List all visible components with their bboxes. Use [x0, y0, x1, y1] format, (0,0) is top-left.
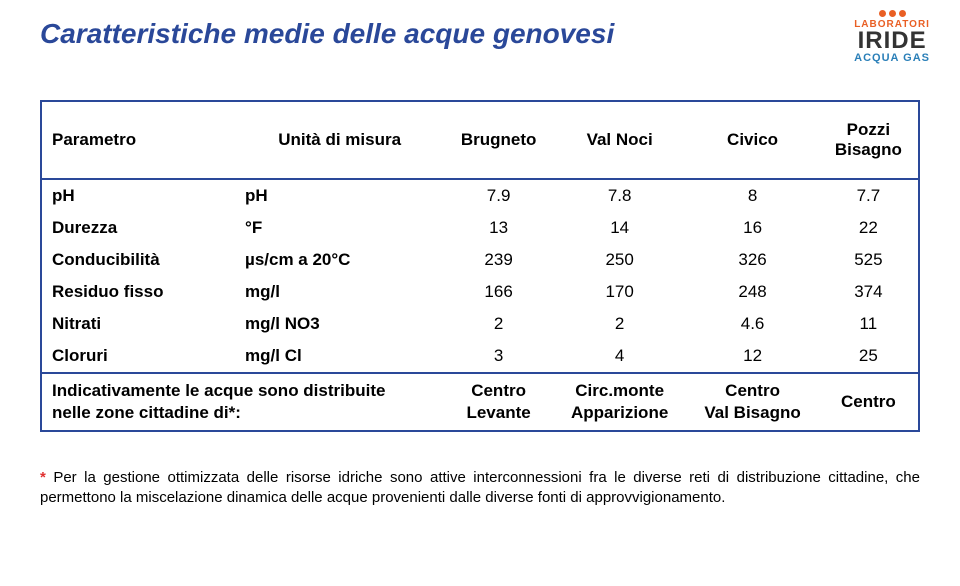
cell-value: 3 — [444, 340, 553, 373]
cell-value: 4.6 — [686, 308, 818, 340]
cell-value: 22 — [819, 212, 919, 244]
cell-value: 14 — [553, 212, 686, 244]
cell-value: 250 — [553, 244, 686, 276]
row-label: Residuo fisso — [41, 276, 235, 308]
cell-value: 248 — [686, 276, 818, 308]
page-title: Caratteristiche medie delle acque genove… — [40, 18, 920, 50]
header-col1: Brugneto — [444, 101, 553, 179]
footnote-text: Per la gestione ottimizzata delle risors… — [40, 469, 920, 506]
cell-value: 25 — [819, 340, 919, 373]
cell-value: 16 — [686, 212, 818, 244]
table-row: Cloruri mg/l Cl 3 4 12 25 — [41, 340, 919, 373]
row-unit: µs/cm a 20°C — [235, 244, 444, 276]
header-col2: Val Noci — [553, 101, 686, 179]
table-row: Durezza °F 13 14 16 22 — [41, 212, 919, 244]
table-header-row: Parametro Unità di misura Brugneto Val N… — [41, 101, 919, 179]
header-col4-line2: Bisagno — [835, 140, 902, 159]
dist-col2-line1: Circ.monte — [575, 381, 664, 400]
row-unit: °F — [235, 212, 444, 244]
cell-value: 2 — [444, 308, 553, 340]
cell-value: 7.8 — [553, 179, 686, 212]
footnote-star-icon: * — [40, 469, 46, 486]
cell-value: 13 — [444, 212, 553, 244]
dist-col2-line2: Apparizione — [571, 403, 668, 422]
dist-col2: Circ.monte Apparizione — [553, 373, 686, 431]
cell-value: 374 — [819, 276, 919, 308]
logo-sub-text: ACQUA GAS — [854, 52, 930, 64]
logo-main-text: IRIDE — [854, 30, 930, 52]
cell-value: 7.9 — [444, 179, 553, 212]
table-row: Residuo fisso mg/l 166 170 248 374 — [41, 276, 919, 308]
dist-col3-line2: Val Bisagno — [704, 403, 800, 422]
dist-label: Indicativamente le acque sono distribuit… — [41, 373, 444, 431]
footnote: * Per la gestione ottimizzata delle riso… — [40, 468, 920, 509]
dist-col1: Centro Levante — [444, 373, 553, 431]
row-label: Conducibilità — [41, 244, 235, 276]
row-unit: mg/l Cl — [235, 340, 444, 373]
table-row: Nitrati mg/l NO3 2 2 4.6 11 — [41, 308, 919, 340]
row-unit: mg/l NO3 — [235, 308, 444, 340]
table-row: Conducibilità µs/cm a 20°C 239 250 326 5… — [41, 244, 919, 276]
cell-value: 170 — [553, 276, 686, 308]
header-param: Parametro — [41, 101, 235, 179]
dist-col4: Centro — [819, 373, 919, 431]
dist-label-line2: nelle zone cittadine di*: — [52, 403, 241, 422]
cell-value: 8 — [686, 179, 818, 212]
dist-col1-line2: Levante — [466, 403, 530, 422]
header-col4-line1: Pozzi — [847, 120, 890, 139]
header-col4: Pozzi Bisagno — [819, 101, 919, 179]
cell-value: 4 — [553, 340, 686, 373]
header-col3: Civico — [686, 101, 818, 179]
row-label: Cloruri — [41, 340, 235, 373]
cell-value: 7.7 — [819, 179, 919, 212]
distribution-row: Indicativamente le acque sono distribuit… — [41, 373, 919, 431]
cell-value: 12 — [686, 340, 818, 373]
row-label: Durezza — [41, 212, 235, 244]
cell-value: 525 — [819, 244, 919, 276]
header-unit: Unità di misura — [235, 101, 444, 179]
cell-value: 326 — [686, 244, 818, 276]
row-unit: mg/l — [235, 276, 444, 308]
dist-col3-line1: Centro — [725, 381, 780, 400]
dist-label-line1: Indicativamente le acque sono distribuit… — [52, 381, 385, 400]
cell-value: 11 — [819, 308, 919, 340]
row-label: Nitrati — [41, 308, 235, 340]
cell-value: 166 — [444, 276, 553, 308]
data-table: Parametro Unità di misura Brugneto Val N… — [40, 100, 920, 432]
dist-col1-line1: Centro — [471, 381, 526, 400]
cell-value: 2 — [553, 308, 686, 340]
row-unit: pH — [235, 179, 444, 212]
row-label: pH — [41, 179, 235, 212]
logo: LABORATORI IRIDE ACQUA GAS — [854, 10, 930, 64]
logo-dots-icon — [854, 10, 930, 17]
dist-col3: Centro Val Bisagno — [686, 373, 818, 431]
cell-value: 239 — [444, 244, 553, 276]
table-row: pH pH 7.9 7.8 8 7.7 — [41, 179, 919, 212]
